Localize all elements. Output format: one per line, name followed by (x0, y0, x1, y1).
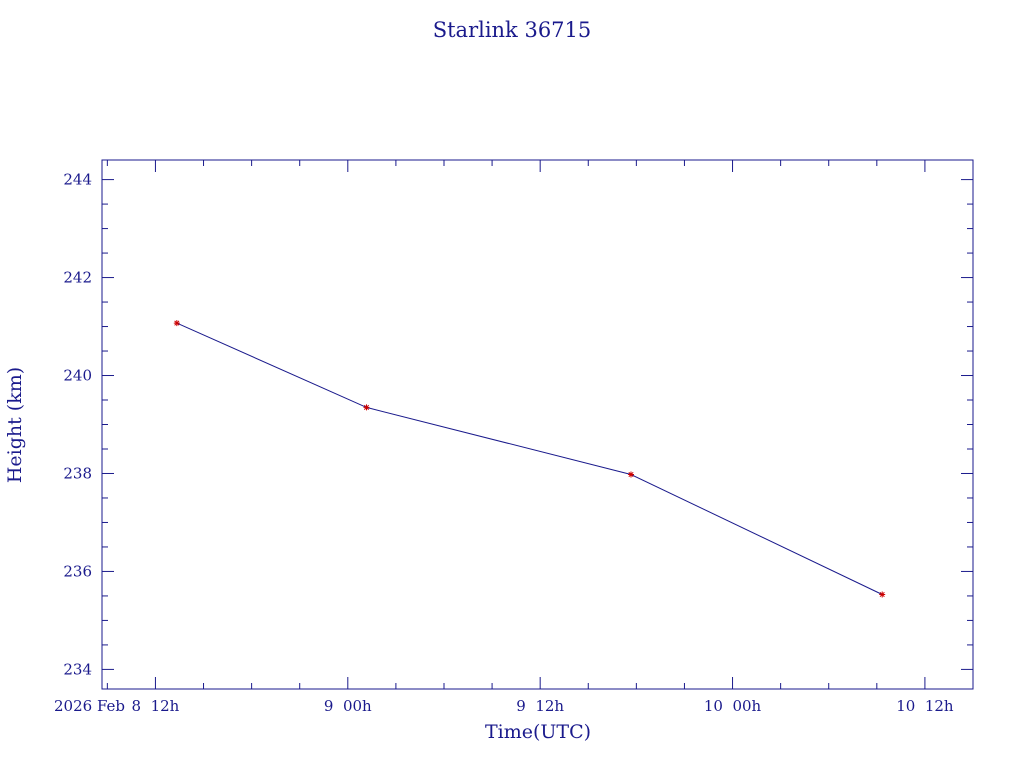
data-point (879, 591, 886, 598)
series-line (176, 322, 883, 595)
data-point-stroke (879, 591, 885, 598)
y-tick-label: 238 (63, 464, 92, 482)
data-point-stroke (363, 404, 370, 410)
data-point-stroke (628, 471, 634, 478)
y-tick-label: 242 (63, 269, 92, 287)
plot-frame (101, 159, 974, 690)
y-tick-label: 234 (63, 660, 92, 678)
data-point (363, 404, 370, 411)
x-tick-label: 10 12h (896, 697, 954, 715)
x-tick-label: 8 12h (132, 697, 180, 715)
x-tick-labels: 8 12h 9 00h 9 12h 10 00h 10 12h (132, 697, 954, 715)
axis-ticks (102, 160, 974, 689)
data-point (173, 320, 180, 327)
x-axis-origin-label: 2026 Feb (54, 697, 125, 715)
y-axis-title: Height (km) (4, 367, 26, 483)
x-axis-title: Time(UTC) (485, 721, 591, 743)
chart-title: Starlink 36715 (433, 18, 592, 42)
data-points (173, 320, 886, 598)
y-tick-label: 244 (63, 171, 92, 189)
data-point-stroke (174, 320, 180, 326)
x-tick-label: 10 00h (704, 697, 762, 715)
x-tick-label: 9 00h (324, 697, 372, 715)
x-tick-label: 9 12h (516, 697, 564, 715)
y-tick-label: 240 (63, 367, 92, 385)
y-tick-label: 236 (63, 562, 92, 580)
data-point (628, 471, 634, 478)
y-tick-labels: 234 236 238 240 242 244 (63, 171, 92, 679)
